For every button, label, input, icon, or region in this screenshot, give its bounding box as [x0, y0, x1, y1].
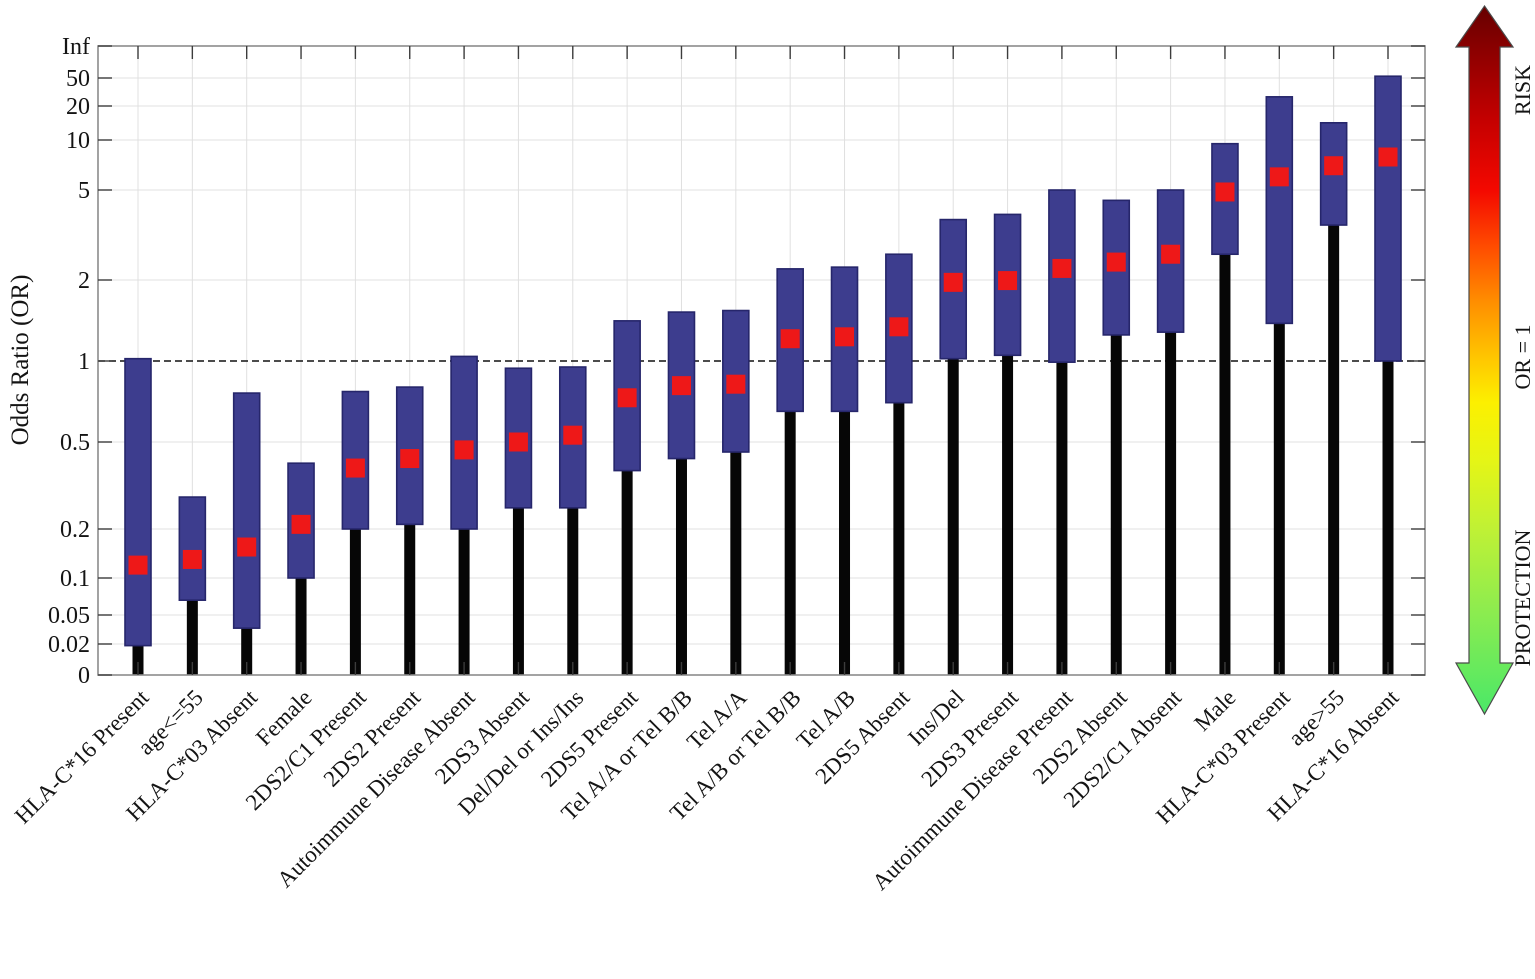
odds-ratio-point-square	[454, 440, 474, 460]
or-stem-bar	[349, 468, 361, 675]
y-tick-label: 10	[66, 128, 90, 154]
or-stem-bar	[675, 385, 687, 675]
odds-ratio-point-square	[1378, 147, 1398, 167]
or-stem-bar	[404, 458, 416, 675]
protection-label: PROTECTION	[1510, 529, 1535, 666]
odds-ratio-point-square	[835, 327, 855, 347]
risk-label: RISK	[1510, 65, 1535, 115]
confidence-interval-box	[124, 357, 152, 647]
y-tick-label: 0.2	[60, 517, 90, 543]
odds-ratio-point-square	[128, 555, 148, 575]
or-stem-bar	[1328, 165, 1340, 676]
or-stem-bar	[621, 397, 633, 675]
y-tick-label: 50	[66, 66, 90, 92]
or-stem-bar	[947, 282, 959, 675]
or-stem-bar	[458, 449, 470, 675]
y-tick-label: 20	[66, 94, 90, 120]
or-stem-bar	[1165, 254, 1177, 675]
y-tick-label: 2	[78, 268, 90, 294]
y-tick-label: Inf	[62, 34, 90, 60]
or-stem-bar	[1382, 157, 1394, 675]
confidence-interval-box	[1374, 75, 1402, 362]
odds-ratio-point-square	[1161, 244, 1181, 264]
or-stem-bar	[784, 338, 796, 675]
odds-ratio-point-square	[345, 458, 365, 478]
odds-ratio-point-square	[617, 388, 637, 408]
or-equals-1-label: OR = 1	[1510, 325, 1535, 390]
or-stem-bar	[512, 442, 524, 675]
or-stem-bar	[1219, 191, 1231, 675]
confidence-interval-box	[178, 496, 207, 601]
odds-ratio-point-square	[1269, 167, 1289, 187]
odds-ratio-point-square	[508, 432, 528, 452]
or-stem-bar	[567, 435, 579, 675]
or-stem-bar	[295, 524, 307, 675]
or-stem-bar	[1273, 176, 1285, 676]
y-tick-label: 5	[78, 178, 90, 204]
y-tick-label: 0	[78, 663, 90, 689]
or-stem-bar	[1056, 268, 1068, 675]
risk-protection-gradient-arrow	[1454, 4, 1515, 716]
confidence-interval-box	[1265, 96, 1294, 325]
odds-ratio-point-square	[889, 317, 909, 337]
odds-ratio-point-square	[400, 449, 420, 469]
y-tick-label: 0.02	[48, 632, 90, 658]
odds-ratio-point-square	[182, 549, 202, 569]
y-tick-label: 0.05	[48, 603, 90, 629]
or-stem-bar	[1002, 280, 1014, 675]
confidence-interval-box	[232, 392, 261, 629]
odds-ratio-point-square	[998, 271, 1018, 291]
odds-ratio-point-square	[1106, 252, 1126, 272]
y-tick-label: 0.1	[60, 566, 90, 592]
y-tick-label: 1	[78, 349, 90, 375]
odds-ratio-point-square	[671, 376, 691, 396]
or-stem-bar	[839, 336, 851, 675]
or-stem-bar	[730, 384, 742, 675]
or-stem-bar	[186, 559, 198, 675]
odds-ratio-point-square	[780, 329, 800, 349]
y-axis-title: Odds Ratio (OR)	[7, 275, 34, 446]
axis-ticks	[98, 45, 1425, 676]
odds-ratio-point-square	[1052, 258, 1072, 278]
odds-ratio-point-square	[563, 425, 583, 445]
bars	[124, 75, 1402, 676]
odds-ratio-point-square	[1215, 182, 1235, 202]
odds-ratio-point-square	[943, 272, 963, 292]
or-stem-bar	[1110, 262, 1122, 675]
odds-ratio-point-square	[237, 537, 257, 557]
y-tick-label: 0.5	[60, 430, 90, 456]
odds-ratio-point-square	[1324, 156, 1344, 176]
odds-ratio-point-square	[291, 514, 311, 534]
or-stem-bar	[893, 326, 905, 675]
odds-ratio-point-square	[726, 374, 746, 394]
